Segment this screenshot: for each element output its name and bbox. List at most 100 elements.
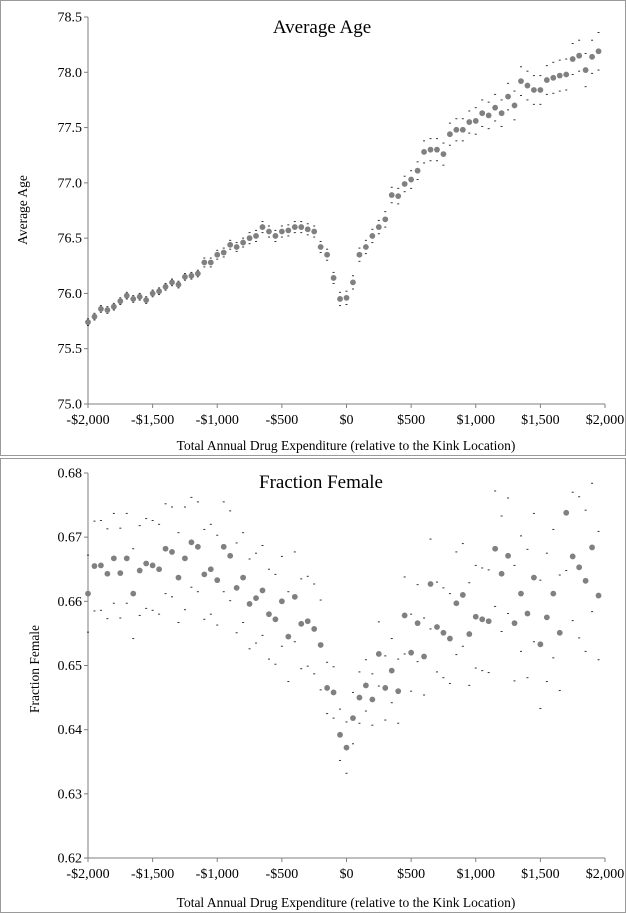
data-point (253, 595, 259, 602)
x-tick-label: $0 (340, 413, 354, 428)
data-point (201, 571, 208, 578)
data-point (117, 570, 124, 576)
data-point (278, 598, 285, 605)
data-point (214, 577, 221, 584)
data-point (110, 303, 117, 310)
data-point (317, 642, 324, 648)
data-point (375, 224, 382, 230)
data-points (85, 48, 602, 326)
data-point (162, 545, 169, 552)
data-point (440, 629, 447, 636)
data-point (427, 581, 434, 587)
data-point (421, 653, 427, 660)
x-tick-label: -$2,000 (66, 413, 109, 428)
data-point (582, 67, 589, 73)
data-point (324, 251, 331, 258)
data-point (136, 567, 143, 574)
y-tick-label: 76.0 (58, 287, 83, 302)
data-point (485, 618, 492, 625)
average-age-chart: Average Age Total Annual Drug Expenditur… (15, 11, 625, 454)
data-point (169, 279, 175, 286)
data-point (104, 570, 111, 577)
data-point (434, 624, 440, 630)
data-point (266, 611, 272, 618)
data-point (531, 87, 537, 93)
y-ticks: 0.62 0.63 0.64 0.65 0.66 0.67 0.68 (58, 467, 88, 867)
data-point (362, 682, 369, 689)
data-point (498, 110, 505, 117)
data-point (337, 731, 343, 738)
data-point (395, 688, 402, 695)
data-point (104, 307, 111, 313)
data-point (401, 612, 408, 619)
data-point (498, 570, 505, 577)
axes (87, 473, 605, 859)
data-point (149, 562, 156, 569)
data-point (304, 226, 311, 233)
data-point (369, 696, 376, 703)
x-tick-label: -$1,500 (131, 867, 174, 882)
data-point (233, 244, 240, 250)
confidence-interval-marks (87, 31, 600, 326)
data-point (388, 192, 395, 198)
x-tick-label: $1,500 (521, 867, 560, 882)
y-axis-label: Average Age (15, 175, 30, 245)
data-point (472, 613, 479, 620)
data-point (589, 544, 595, 551)
data-point (304, 618, 311, 625)
data-point (98, 562, 104, 569)
data-point (278, 228, 285, 235)
data-point (447, 131, 453, 138)
data-point (440, 151, 447, 158)
y-tick-label: 0.63 (58, 787, 83, 802)
data-point (414, 167, 421, 174)
data-point (466, 631, 473, 637)
data-point (117, 298, 124, 305)
data-point (291, 224, 298, 230)
data-point (382, 685, 389, 691)
y-tick-label: 0.66 (58, 595, 83, 610)
x-tick-label: $2,000 (586, 867, 625, 882)
data-point (556, 72, 563, 79)
data-point (311, 228, 318, 235)
fraction-female-chart-panel: Fraction Female Total Annual Drug Expend… (0, 458, 626, 913)
data-point (492, 104, 499, 111)
y-tick-label: 0.62 (58, 852, 83, 867)
data-point (401, 181, 408, 187)
data-point (266, 228, 272, 235)
y-axis-label: Fraction Female (27, 625, 42, 713)
x-tick-label: $1,000 (457, 413, 496, 428)
data-point (453, 126, 460, 133)
data-point (214, 251, 221, 258)
data-point (485, 112, 492, 119)
data-point (472, 118, 479, 124)
data-point (175, 574, 182, 581)
data-point (395, 193, 402, 200)
data-point (156, 288, 162, 295)
data-point (194, 543, 201, 550)
data-point (182, 555, 188, 562)
data-point (518, 78, 524, 85)
data-point (123, 555, 130, 562)
y-tick-label: 78.5 (58, 11, 83, 26)
data-point (233, 584, 240, 591)
x-tick-label: $2,000 (586, 413, 625, 428)
y-tick-label: 0.65 (58, 659, 83, 674)
data-point (194, 270, 201, 277)
x-tick-label: -$500 (266, 413, 299, 428)
data-point (479, 110, 486, 117)
data-point (550, 590, 557, 597)
data-point (246, 601, 253, 607)
data-point (563, 509, 570, 516)
data-point (531, 574, 537, 581)
data-point (414, 620, 421, 627)
data-point (569, 553, 576, 560)
x-axis-label: Total Annual Drug Expenditure (relative … (177, 438, 516, 453)
data-point (459, 126, 466, 133)
data-point (350, 715, 356, 722)
data-point (337, 296, 343, 302)
data-point (162, 283, 169, 290)
x-tick-label: -$1,000 (196, 413, 239, 428)
x-tick-label: -$1,000 (196, 867, 239, 882)
data-point (362, 244, 369, 250)
